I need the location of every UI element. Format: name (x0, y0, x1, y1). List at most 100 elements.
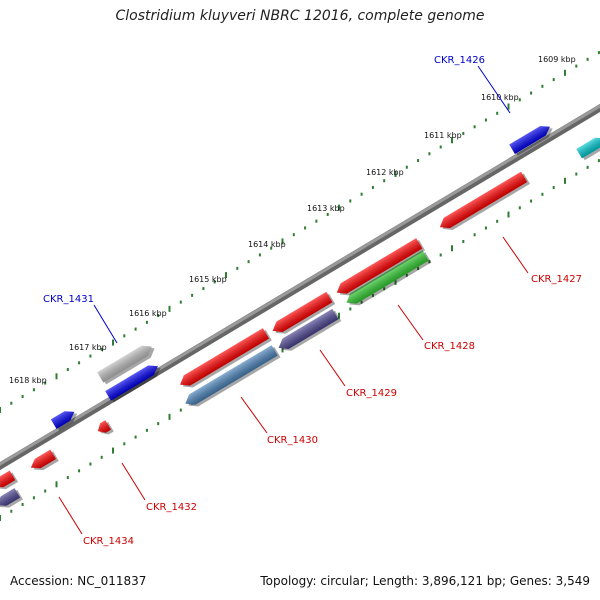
inner-track-tick (507, 211, 510, 218)
outer-track-tick (236, 266, 239, 270)
outer-track-tick (518, 98, 521, 102)
gene-labels: CKR_1426 CKR_1427 CKR_1428 CKR_1429 CKR_… (43, 55, 582, 547)
tick-label-1618: 1618 kbp (9, 376, 47, 385)
outer-track-tick (78, 361, 81, 365)
outer-track-tick (32, 388, 35, 392)
outer-track-tick (564, 69, 566, 76)
topology-text: Topology: circular; Length: 3,896,121 bp… (260, 574, 590, 588)
tick-label-1616: 1616 kbp (129, 309, 167, 318)
gene-label-ckr-1432[interactable]: CKR_1432 (146, 502, 197, 513)
outer-track-tick (462, 132, 465, 136)
gene-ckr-1431 (105, 365, 161, 403)
inner-track-tick (586, 165, 589, 169)
inner-track-tick (281, 346, 284, 353)
tick-label-1609: 1609 kbp (538, 55, 576, 64)
outer-track-tick (394, 170, 397, 177)
inner-track-tick (360, 300, 363, 304)
outer-track-tick (213, 280, 216, 284)
outer-track-tick (168, 305, 171, 312)
gene-leader-lines (58, 65, 529, 535)
outer-track-tick (55, 373, 58, 380)
inner-track-tick (484, 226, 487, 230)
gene-label-ckr-1427[interactable]: CKR_1427 (531, 274, 582, 285)
tick-label-1613: 1613 kbp (307, 204, 345, 213)
inner-track-tick (597, 159, 600, 163)
outer-track-tick (134, 327, 137, 331)
outer-track-tick (179, 300, 182, 304)
outer-track-tick (552, 78, 555, 82)
outer-track-tick (157, 314, 160, 318)
inner-track-tick (394, 278, 397, 285)
outer-track-tick (315, 219, 318, 223)
inner-track-tick (371, 293, 374, 297)
gene-label-ckr-1430[interactable]: CKR_1430 (267, 435, 318, 446)
outer-track-tick (258, 253, 261, 257)
outer-track-tick (405, 165, 408, 169)
outer-dotted-track (0, 51, 600, 413)
gene-ckr-1428 (346, 250, 432, 306)
gene-label-ckr-1426[interactable]: CKR_1426 (434, 55, 485, 66)
inner-track-tick (168, 413, 171, 420)
inner-track-tick (564, 177, 566, 184)
gene-ckr-1432b (30, 449, 59, 471)
outer-track-tick (0, 407, 1, 413)
map-title: Clostridium kluyveri NBRC 12016, complet… (115, 8, 485, 24)
outer-track-tick (417, 158, 420, 162)
gene-label-ckr-1431[interactable]: CKR_1431 (43, 294, 94, 305)
outer-track-tick (451, 137, 453, 144)
outer-track-tick (507, 103, 510, 110)
inner-track-tick (552, 186, 555, 190)
gene-label-ckr-1429[interactable]: CKR_1429 (346, 388, 397, 399)
inner-track-tick (157, 422, 160, 426)
gene-label-ckr-1428[interactable]: CKR_1428 (424, 341, 475, 352)
gene-ckr-1434b (0, 470, 19, 490)
inner-track-tick (134, 435, 137, 439)
inner-track-tick (473, 233, 476, 237)
outer-track-tick (530, 91, 533, 95)
gene-label-ckr-1434[interactable]: CKR_1434 (83, 536, 134, 547)
outer-track-tick (247, 260, 250, 264)
inner-track-tick (10, 509, 13, 513)
inner-track-tick (417, 266, 420, 270)
outer-track-tick (360, 192, 363, 196)
inner-track-tick (89, 462, 92, 466)
outer-track-tick (202, 287, 205, 291)
outer-track-tick (89, 354, 92, 358)
genome-backbone (0, 103, 600, 471)
tick-label-1612: 1612 kbp (366, 168, 404, 177)
inner-track-tick (518, 206, 521, 210)
outer-track-tick (281, 238, 284, 245)
gene-ckr-1434 (0, 488, 23, 508)
tick-label-1614: 1614 kbp (248, 240, 286, 249)
gene-ckr-1433 (50, 411, 78, 431)
inner-track-tick (66, 476, 69, 480)
outer-track-tick (575, 64, 578, 68)
inner-track-tick (451, 245, 453, 252)
outer-track-tick (597, 51, 600, 55)
inner-track-tick (0, 515, 1, 521)
inner-track-tick (575, 172, 578, 176)
outer-track-tick (270, 246, 273, 250)
outer-track-tick (112, 339, 114, 346)
outer-track-tick (586, 57, 589, 61)
outer-track-tick (10, 401, 13, 405)
gene-ckr-1426 (509, 126, 553, 156)
outer-track-tick (326, 212, 329, 216)
outer-track-tick (292, 233, 295, 237)
tick-label-1617: 1617 kbp (69, 343, 107, 352)
outer-track-tick (21, 395, 24, 399)
outer-track-tick (66, 368, 69, 372)
outer-track-tick (496, 111, 499, 115)
inner-track-tick (405, 273, 408, 277)
outer-track-tick (100, 347, 103, 351)
gene-ckr-1432 (97, 420, 114, 435)
outer-track-tick (473, 125, 476, 129)
inner-track-tick (145, 428, 148, 432)
inner-track-tick (100, 455, 103, 459)
inner-track-tick (338, 312, 340, 319)
inner-track-tick (496, 219, 499, 223)
inner-track-tick (530, 199, 533, 203)
outer-track-tick (338, 204, 340, 211)
inner-track-tick (55, 481, 58, 488)
